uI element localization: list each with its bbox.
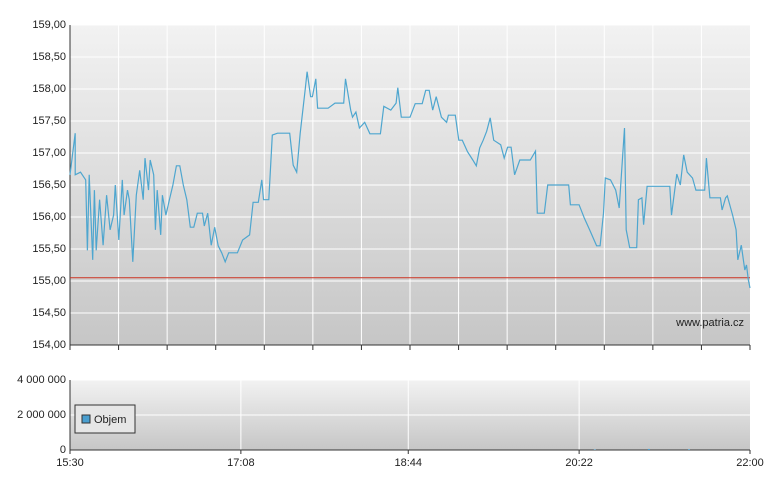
y-tick-label: 0	[60, 444, 66, 456]
y-tick-label: 157,50	[32, 115, 66, 127]
y-tick-label: 156,50	[32, 179, 66, 191]
y-tick-label: 2 000 000	[17, 409, 66, 421]
y-tick-label: 4 000 000	[17, 374, 66, 386]
y-tick-label: 155,00	[32, 275, 66, 287]
legend-swatch	[81, 414, 91, 424]
price-line	[69, 71, 751, 289]
volume-bar	[593, 449, 596, 450]
x-tick-label: 17:08	[227, 457, 255, 469]
y-tick-label: 155,50	[32, 243, 66, 255]
y-tick-label: 158,00	[32, 83, 66, 95]
x-tick-label: 20:22	[565, 457, 593, 469]
y-tick-label: 157,00	[32, 147, 66, 159]
volume-bar	[647, 448, 650, 450]
y-tick-label: 154,50	[32, 307, 66, 319]
watermark: www.patria.cz	[675, 317, 744, 329]
volume-bar	[687, 449, 690, 450]
y-tick-label: 154,00	[32, 339, 66, 351]
y-tick-label: 156,00	[32, 211, 66, 223]
x-tick-label: 22:00	[736, 457, 764, 469]
x-tick-label: 15:30	[56, 457, 84, 469]
legend-label: Objem	[94, 414, 126, 426]
x-tick-label: 18:44	[394, 457, 422, 469]
y-tick-label: 158,50	[32, 51, 66, 63]
y-tick-label: 159,00	[32, 19, 66, 31]
